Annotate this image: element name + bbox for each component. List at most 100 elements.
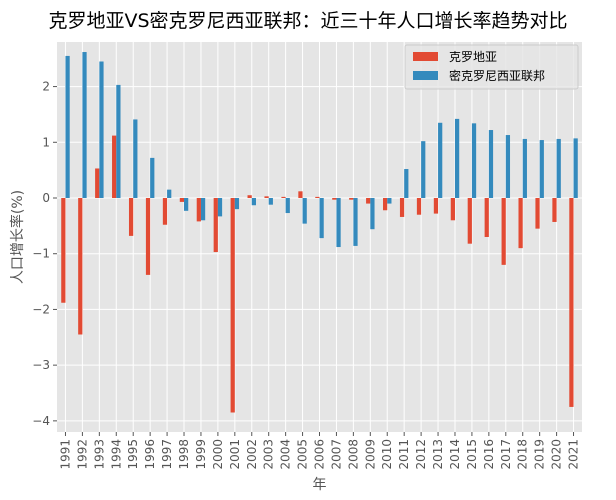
x-tick-label: 2004	[279, 439, 293, 470]
bar-micronesia	[200, 198, 206, 221]
bar-croatia	[281, 196, 286, 198]
bar-micronesia	[539, 140, 544, 198]
x-tick-label: 1993	[92, 439, 106, 470]
x-tick-label: 2008	[346, 439, 360, 470]
bar-croatia	[450, 198, 455, 221]
bar-croatia	[467, 198, 472, 244]
x-tick-label: 1991	[58, 439, 72, 470]
y-tick-label: −2	[32, 302, 50, 316]
bar-croatia	[552, 198, 557, 222]
bar-croatia	[298, 191, 303, 198]
bar-micronesia	[573, 138, 578, 198]
x-tick-label: 2011	[397, 439, 411, 470]
bars	[61, 52, 578, 413]
bar-croatia	[416, 198, 422, 215]
x-tick-label: 1992	[75, 439, 89, 470]
bar-micronesia	[251, 198, 256, 206]
bar-micronesia	[82, 52, 87, 199]
bar-croatia	[213, 198, 218, 253]
bar-croatia	[569, 198, 574, 407]
bar-croatia	[264, 196, 269, 198]
bar-croatia	[332, 198, 337, 200]
x-tick-label: 2013	[431, 439, 445, 470]
y-tick-label: −1	[32, 247, 50, 261]
y-tick-label: 1	[42, 135, 50, 149]
bar-micronesia	[336, 198, 341, 248]
bar-croatia	[145, 198, 151, 275]
bar-micronesia	[133, 119, 138, 198]
legend-label-croatia: 克罗地亚	[449, 50, 497, 64]
y-tick-label: 2	[42, 80, 50, 94]
bar-croatia	[247, 195, 252, 198]
x-tick-label: 1997	[160, 439, 174, 470]
bar-micronesia	[522, 138, 527, 198]
bar-micronesia	[302, 198, 307, 224]
bar-croatia	[95, 168, 100, 198]
x-tick-label: 2003	[262, 439, 276, 470]
bar-micronesia	[471, 123, 477, 198]
bar-croatia	[518, 198, 523, 249]
bar-croatia	[230, 198, 235, 413]
bar-micronesia	[438, 122, 443, 198]
bar-croatia	[179, 198, 185, 202]
x-tick-label: 2016	[482, 439, 496, 470]
bar-micronesia	[217, 198, 223, 217]
legend-swatch-croatia	[413, 52, 438, 61]
bar-croatia	[349, 198, 354, 200]
x-tick-label: 2020	[550, 439, 564, 470]
bar-micronesia	[268, 198, 273, 205]
x-tick-label: 2012	[414, 439, 428, 470]
x-tick-label: 2007	[329, 439, 343, 470]
bar-croatia	[162, 198, 168, 225]
bar-micronesia	[454, 118, 460, 198]
x-tick-label: 2019	[533, 439, 547, 470]
x-tick-label: 2009	[363, 439, 377, 470]
x-tick-label: 1998	[177, 439, 191, 470]
bar-micronesia	[234, 198, 240, 210]
x-tick-label: 2006	[313, 439, 327, 470]
x-tick-label: 2021	[567, 439, 581, 470]
bar-croatia	[535, 198, 540, 229]
bar-micronesia	[184, 198, 189, 211]
bar-croatia	[501, 198, 506, 265]
bar-croatia	[78, 198, 83, 335]
bar-micronesia	[167, 189, 172, 198]
x-tick-label: 2018	[516, 439, 530, 470]
x-tick-label: 1994	[109, 439, 123, 470]
bar-micronesia	[370, 198, 375, 230]
bar-micronesia	[150, 157, 155, 198]
x-tick-label: 2015	[465, 439, 479, 470]
bar-croatia	[112, 135, 117, 198]
bar-micronesia	[353, 198, 358, 246]
x-tick-label: 2017	[499, 439, 513, 470]
bar-croatia	[128, 198, 134, 236]
x-axis-label: 年	[313, 477, 327, 493]
legend: 克罗地亚 密克罗尼西亚联邦	[404, 44, 579, 90]
bar-croatia	[383, 198, 388, 211]
bar-micronesia	[505, 135, 511, 198]
bar-micronesia	[404, 169, 409, 198]
chart-title: 克罗地亚VS密克罗尼西亚联邦：近三十年人口增长率趋势对比	[48, 10, 567, 32]
bar-micronesia	[488, 130, 494, 198]
bar-micronesia	[387, 198, 392, 204]
bar-micronesia	[116, 84, 121, 198]
x-tick-label: 2000	[211, 439, 225, 470]
bar-micronesia	[99, 61, 104, 198]
bar-micronesia	[556, 138, 561, 198]
bar-micronesia	[319, 198, 324, 239]
bar-micronesia	[285, 198, 290, 214]
bar-croatia	[61, 198, 66, 303]
y-tick-label: 0	[42, 191, 50, 205]
x-tick-label: 2005	[296, 439, 310, 470]
y-tick-label: −3	[32, 358, 50, 372]
bar-croatia	[196, 198, 201, 222]
bar-micronesia	[65, 55, 70, 198]
legend-box	[404, 44, 579, 90]
y-tick-label: −4	[32, 414, 50, 428]
legend-swatch-micronesia	[413, 71, 438, 80]
x-tick-label: 2014	[448, 439, 462, 470]
x-tick-label: 1999	[194, 439, 208, 470]
bar-croatia	[433, 198, 439, 214]
